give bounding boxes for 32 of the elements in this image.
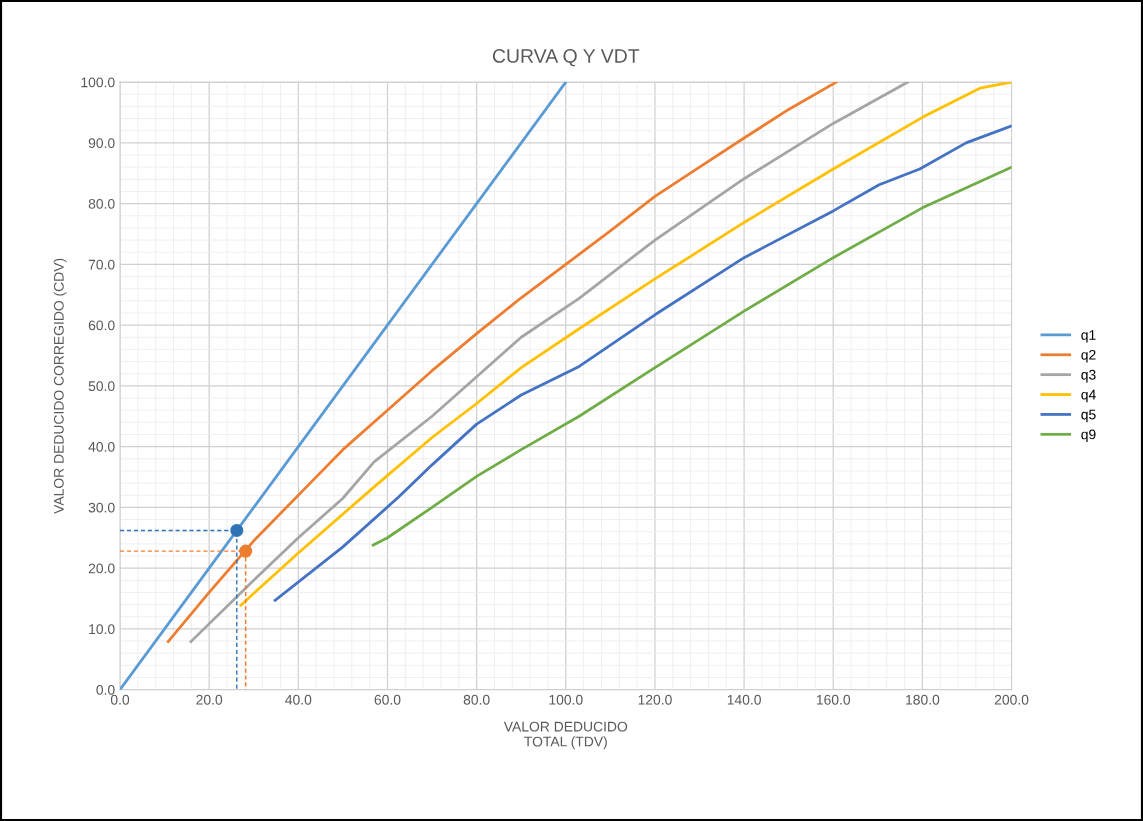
line-series xyxy=(371,165,1012,547)
y-tick-label: 60.0 xyxy=(88,320,115,331)
x-tick-label: 80.0 xyxy=(463,694,490,705)
y-tick-label: 0.0 xyxy=(96,684,115,695)
chart-title: CURVA Q Y VDT xyxy=(492,49,640,67)
x-tick-label: 40.0 xyxy=(285,694,312,705)
x-tick-label: 160.0 xyxy=(816,694,851,705)
legend-label: q9 xyxy=(1081,429,1096,443)
x-axis-title: VALOR DEDUCIDO TOTAL (TDV) xyxy=(503,721,628,750)
x-tick-label: 140.0 xyxy=(727,694,761,705)
x-tick-label: 100.0 xyxy=(549,694,583,705)
y-tick-label: 80.0 xyxy=(88,198,115,209)
legend-label: q3 xyxy=(1081,369,1096,383)
y-tick-label: 40.0 xyxy=(88,441,115,452)
x-tick-label: 60.0 xyxy=(374,694,401,705)
legend-label: q1 xyxy=(1081,330,1096,343)
y-tick-label: 50.0 xyxy=(88,381,115,392)
y-tick-label: 100.0 xyxy=(81,77,115,88)
x-tick-label: 20.0 xyxy=(196,694,223,705)
y-tick-label: 70.0 xyxy=(88,259,115,270)
y-tick-label: 30.0 xyxy=(88,502,115,513)
legend-label: q5 xyxy=(1081,409,1096,423)
legend-label: q2 xyxy=(1081,349,1096,363)
legend-label: q4 xyxy=(1081,389,1096,403)
y-tick-label: 90.0 xyxy=(88,138,115,149)
x-tick-label: 200.0 xyxy=(994,694,1029,705)
x-tick-label: 180.0 xyxy=(906,694,940,705)
y-tick-label: 20.0 xyxy=(88,563,115,574)
y-axis-title: VALOR DEDUCIDO CORREGIDO (CDV) xyxy=(53,258,67,514)
y-tick-label: 10.0 xyxy=(89,624,115,635)
x-tick-label: 0.0 xyxy=(110,694,130,705)
x-tick-label: 120.0 xyxy=(638,694,672,705)
